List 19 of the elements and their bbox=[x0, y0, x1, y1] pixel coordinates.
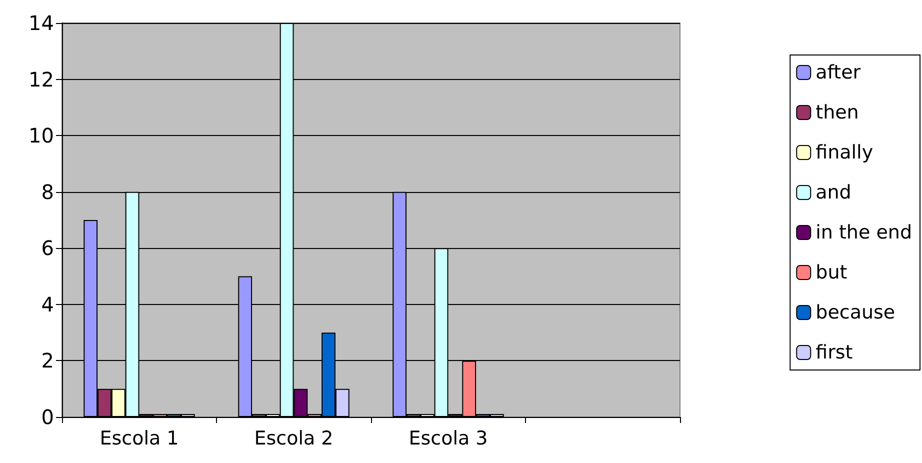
legend-label: then bbox=[816, 102, 859, 124]
y-tick-label: 0 bbox=[41, 405, 54, 429]
legend-label: in the end bbox=[816, 222, 912, 244]
legend-label: and bbox=[816, 182, 852, 204]
x-tick-label: Escola 1 bbox=[100, 428, 179, 450]
x-tick-label: Escola 3 bbox=[408, 428, 488, 450]
y-tick-label: 10 bbox=[28, 124, 54, 148]
legend-label: because bbox=[816, 302, 896, 324]
y-tick-label: 14 bbox=[28, 11, 54, 35]
y-tick-label: 8 bbox=[41, 180, 54, 204]
y-tick-label: 4 bbox=[41, 292, 54, 316]
legend-label: after bbox=[816, 62, 861, 84]
x-tick-label: Escola 2 bbox=[254, 428, 334, 450]
y-tick-label: 6 bbox=[41, 236, 54, 260]
y-tick-label: 12 bbox=[28, 67, 54, 92]
legend-label: but bbox=[816, 262, 848, 284]
legend-label: finally bbox=[816, 142, 874, 164]
legend-label: first bbox=[816, 342, 853, 364]
y-tick-label: 2 bbox=[41, 348, 54, 373]
